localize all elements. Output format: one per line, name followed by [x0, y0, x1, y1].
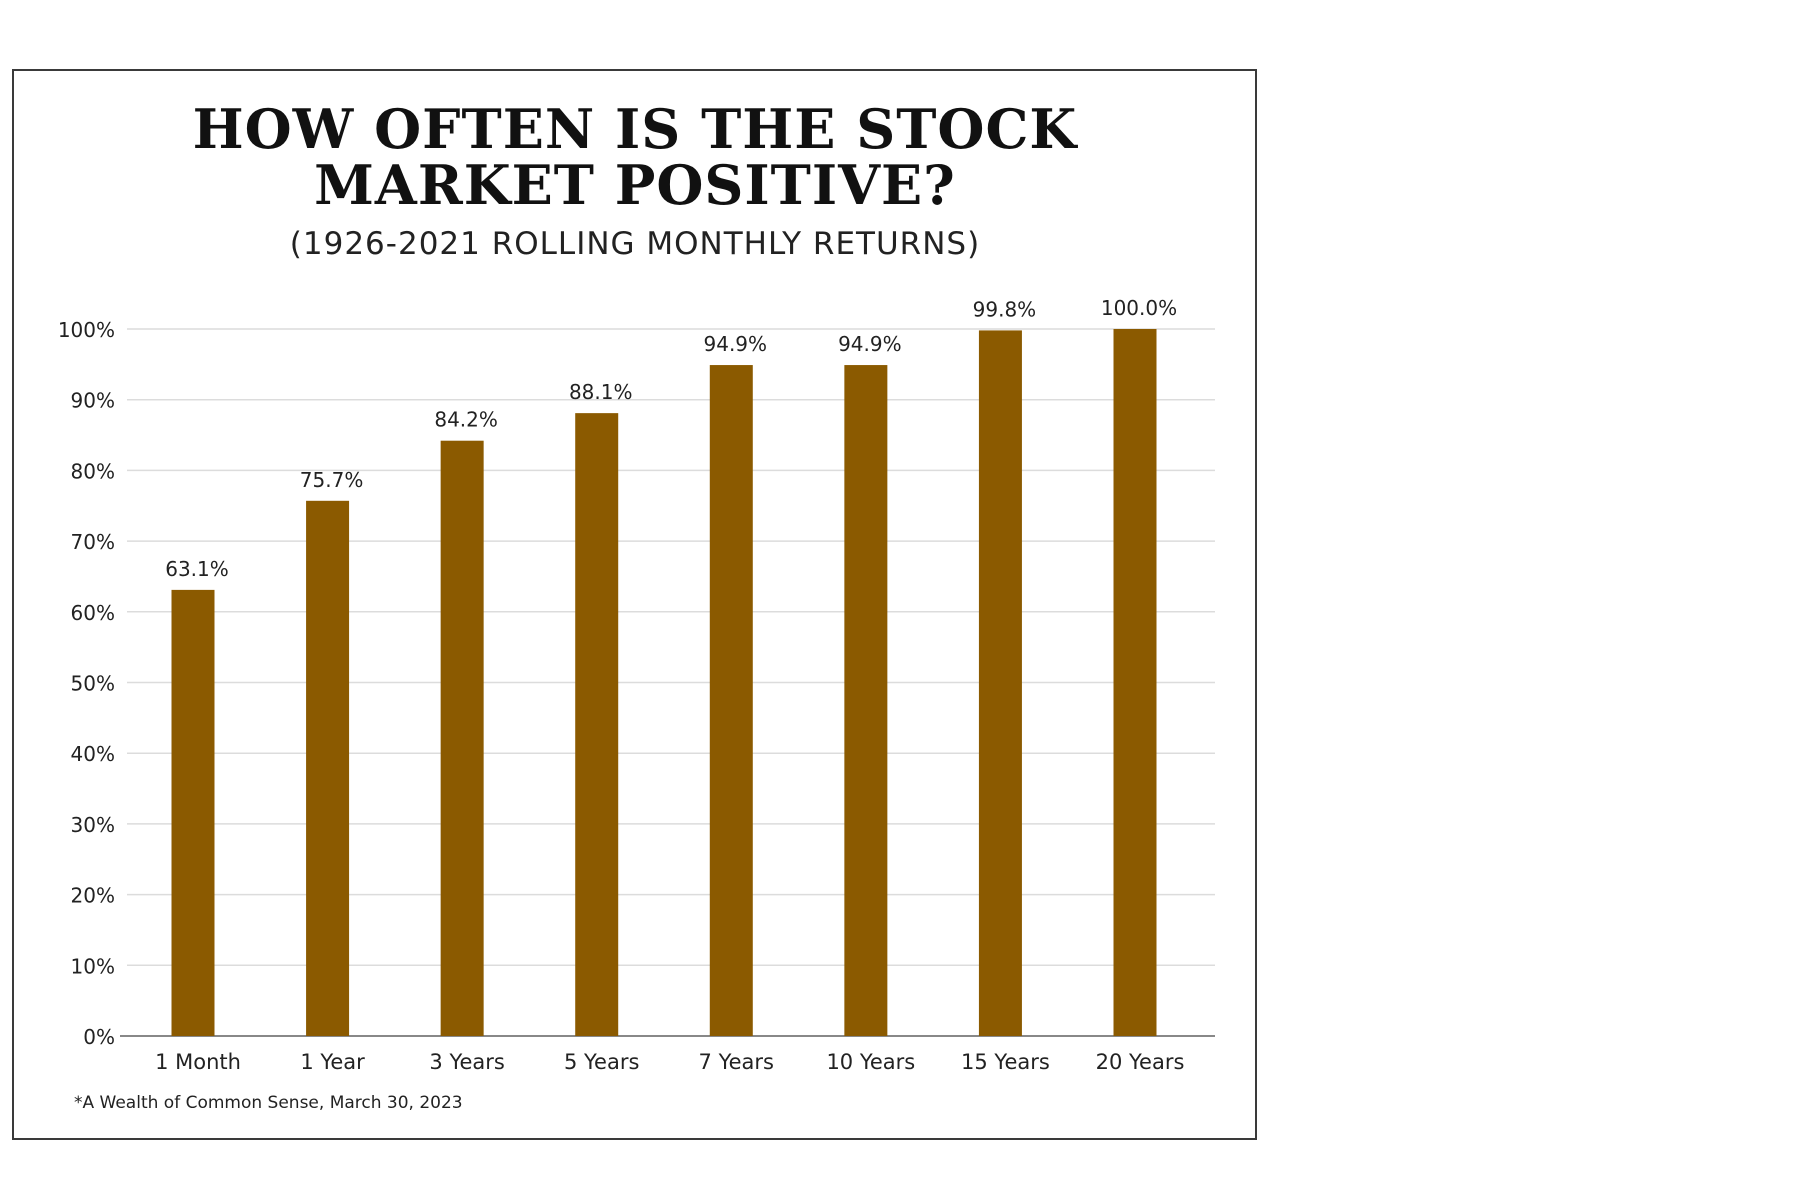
y-tick-label: 90%	[71, 389, 115, 413]
x-tick-label: 15 Years	[961, 1050, 1050, 1074]
bar	[575, 413, 619, 1036]
bar	[440, 440, 484, 1036]
x-tick-label: 10 Years	[826, 1050, 915, 1074]
y-tick-label: 0%	[83, 1025, 115, 1049]
data-label: 94.9%	[838, 332, 902, 356]
bar	[709, 365, 753, 1036]
data-label: 99.8%	[973, 297, 1037, 321]
y-tick-label: 30%	[71, 813, 115, 837]
y-tick-label: 40%	[71, 742, 115, 766]
bar	[306, 500, 350, 1036]
bar	[978, 330, 1022, 1036]
bar	[844, 365, 888, 1036]
chart-frame	[12, 69, 1257, 1140]
x-tick-label: 1 Month	[155, 1050, 241, 1074]
bar-chart: 0% 10% 20% 30% 40% 50% 60% 70% 80% 90% 100% 63.1% 1 …	[58, 296, 1215, 1074]
data-label: 100.0%	[1101, 296, 1177, 320]
chart-title-line-2: MARKET POSITIVE?	[314, 153, 956, 217]
chart-subtitle: (1926-2021 ROLLING MONTHLY RETURNS)	[289, 226, 981, 262]
x-tick-label: 5 Years	[564, 1050, 639, 1074]
data-label: 75.7%	[300, 468, 364, 492]
x-tick-label: 3 Years	[429, 1050, 504, 1074]
y-tick-label: 80%	[71, 459, 115, 483]
data-label: 94.9%	[704, 332, 768, 356]
y-tick-label: 50%	[71, 672, 115, 696]
y-tick-label: 10%	[71, 954, 115, 978]
y-tick-label: 70%	[71, 530, 115, 554]
bar	[1113, 329, 1157, 1036]
source-footnote: *A Wealth of Common Sense, March 30, 202…	[74, 1093, 463, 1113]
x-tick-label: 20 Years	[1096, 1050, 1185, 1074]
chart-title-line-1: HOW OFTEN IS THE STOCK	[192, 97, 1078, 161]
data-label: 88.1%	[569, 380, 633, 404]
y-tick-label: 100%	[58, 318, 115, 342]
x-tick-label: 1 Year	[300, 1050, 365, 1074]
bar	[171, 589, 215, 1036]
chart-title: HOW OFTEN IS THE STOCK MARKET POSITIVE?	[0, 101, 1270, 213]
y-tick-label: 20%	[71, 884, 115, 908]
data-label: 84.2%	[434, 408, 498, 432]
x-tick-label: 7 Years	[699, 1050, 774, 1074]
y-tick-label: 60%	[71, 601, 115, 625]
data-label: 63.1%	[165, 557, 229, 581]
